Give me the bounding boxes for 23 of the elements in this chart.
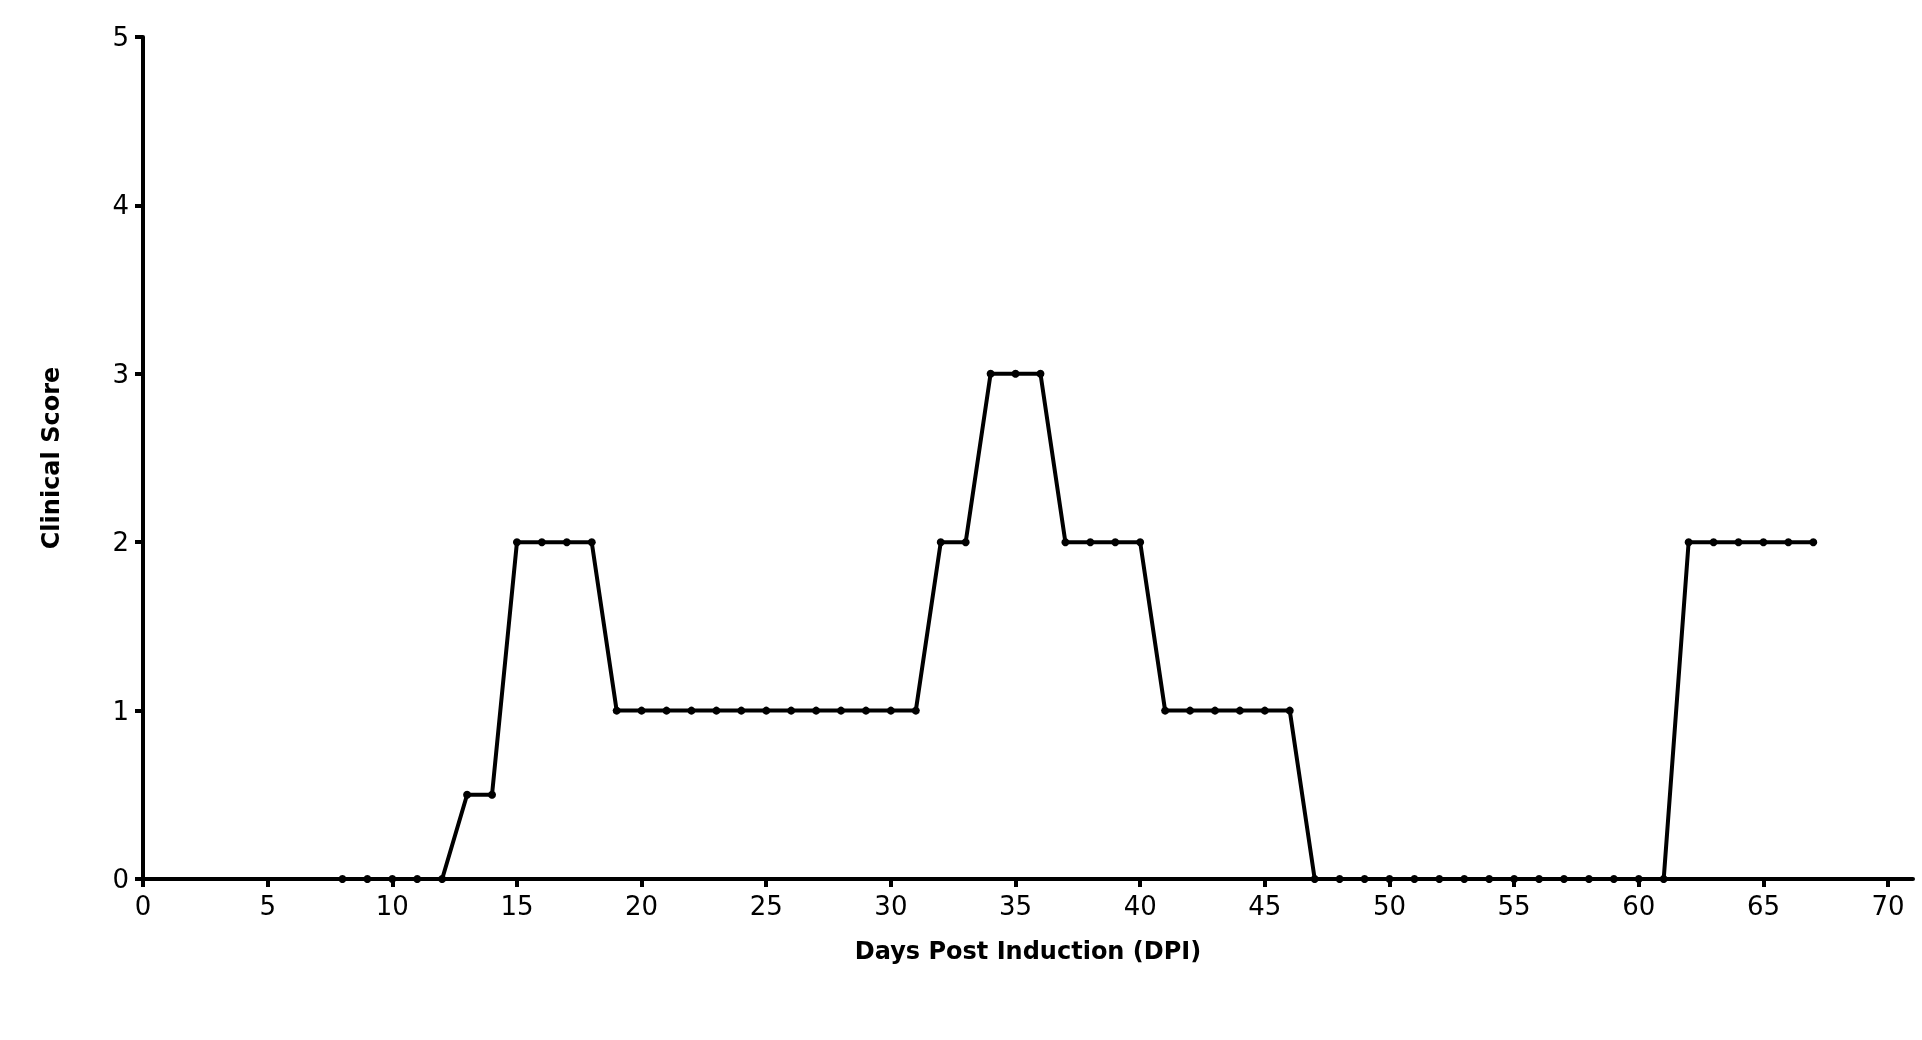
x-tick-label: 15 (500, 891, 534, 921)
x-tick-label: 50 (1372, 891, 1407, 921)
x-tick-label: 70 (1871, 891, 1905, 921)
y-tick-label: 1 (112, 695, 129, 726)
x-tick-label: 30 (874, 891, 908, 921)
x-axis-title: Days Post Induction (DPI) (854, 937, 1202, 965)
x-tick-label: 20 (625, 891, 659, 921)
y-tick-label: 4 (112, 190, 129, 221)
x-tick-label: 25 (749, 891, 783, 921)
x-tick-label: 40 (1123, 891, 1157, 921)
x-tick-label: 5 (259, 891, 276, 921)
y-axis-title: Clinical Score (37, 366, 65, 550)
x-tick-label: 10 (375, 891, 409, 921)
y-tick-label: 2 (112, 527, 129, 558)
x-tick-label: 60 (1622, 891, 1656, 921)
y-tick-label: 5 (112, 22, 129, 52)
x-tick-label: 35 (998, 891, 1033, 921)
x-tick-label: 55 (1497, 891, 1531, 921)
y-tick-label: 0 (112, 864, 129, 894)
x-tick-label: 0 (134, 891, 152, 921)
x-tick-label: 45 (1248, 891, 1282, 921)
x-tick-label: 65 (1746, 891, 1780, 921)
y-tick-label: 3 (112, 358, 129, 389)
